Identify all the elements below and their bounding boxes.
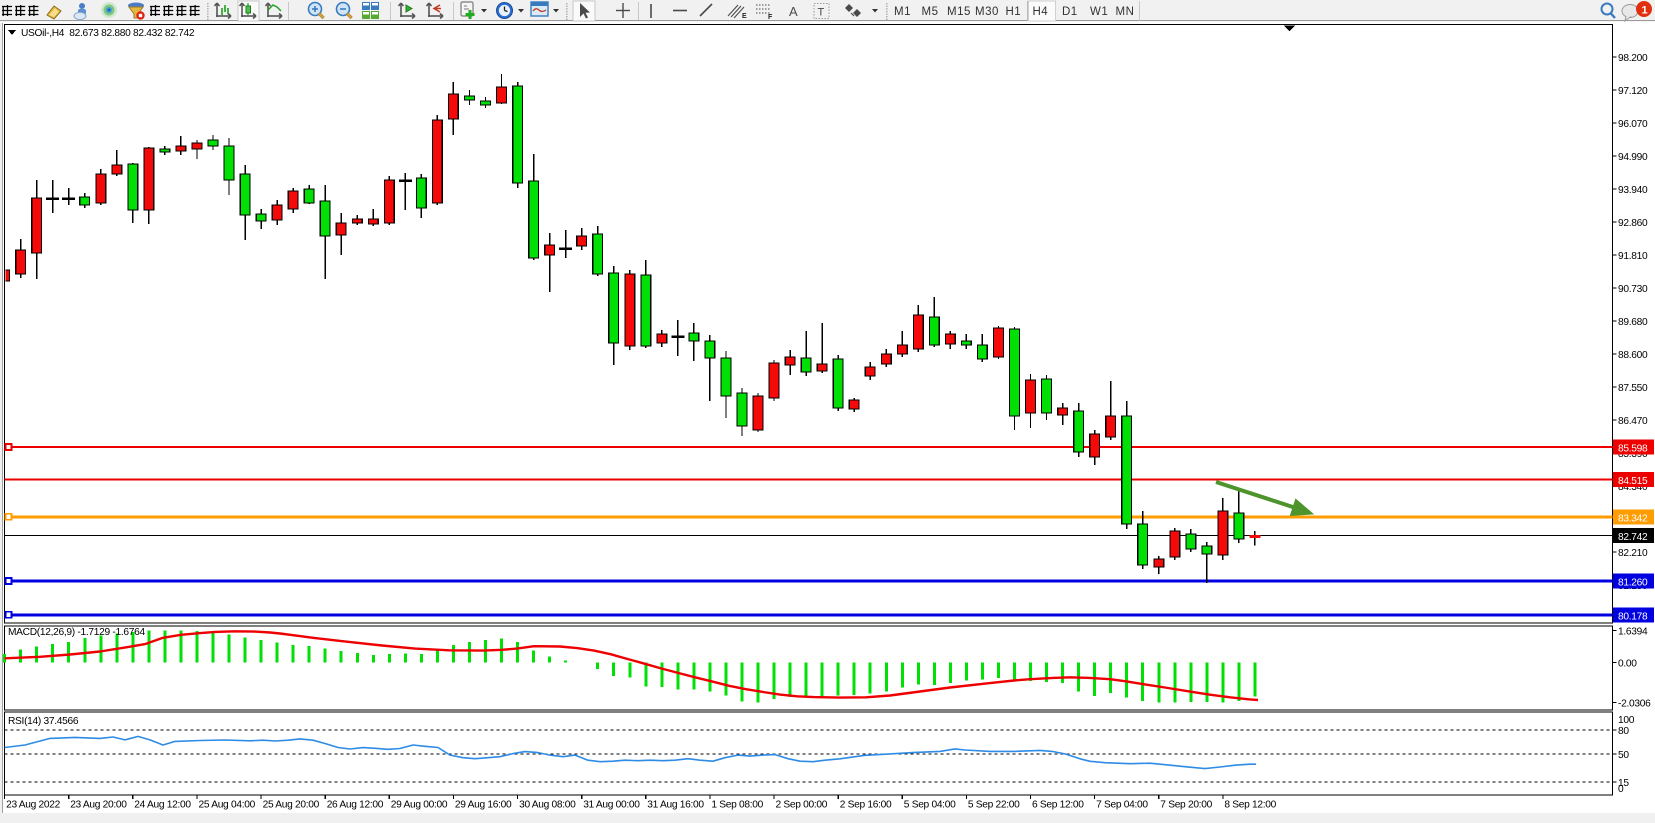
svg-text:0.00: 0.00 [1618,659,1637,670]
svg-text:100: 100 [1618,715,1635,726]
svg-text:80: 80 [1618,726,1629,737]
svg-text:85.598: 85.598 [1618,444,1648,455]
svg-text:MN: MN [1116,6,1135,18]
svg-text:M5: M5 [922,6,939,18]
svg-text:84.515: 84.515 [1618,476,1648,487]
svg-text:24 Aug 12:00: 24 Aug 12:00 [134,800,191,811]
svg-text:5 Sep 04:00: 5 Sep 04:00 [904,800,956,811]
svg-text:83.342: 83.342 [1618,513,1648,524]
svg-text:W1: W1 [1090,6,1108,18]
svg-text:88.600: 88.600 [1618,350,1648,361]
svg-text:98.200: 98.200 [1618,53,1648,64]
svg-text:91.810: 91.810 [1618,251,1648,262]
svg-text:7 Sep 20:00: 7 Sep 20:00 [1160,800,1212,811]
svg-text:90.730: 90.730 [1618,284,1648,295]
svg-text:E: E [742,13,747,20]
svg-text:0: 0 [1618,784,1624,795]
svg-text:23 Aug 2022: 23 Aug 2022 [6,800,61,811]
svg-text:97.120: 97.120 [1618,86,1648,97]
svg-text:94.990: 94.990 [1618,152,1648,163]
svg-text:T: T [818,7,825,19]
svg-text:31 Aug 00:00: 31 Aug 00:00 [583,800,640,811]
svg-text:7 Sep 04:00: 7 Sep 04:00 [1096,800,1148,811]
svg-text:H4: H4 [1033,6,1049,18]
svg-text:25 Aug 20:00: 25 Aug 20:00 [263,800,320,811]
svg-text:USOil-,H4 82.673 82.880 82.43: USOil-,H4 82.673 82.880 82.432 82.742 [21,28,195,39]
svg-text:M15: M15 [947,6,971,18]
svg-text:1 Sep 08:00: 1 Sep 08:00 [711,800,763,811]
svg-text:87.550: 87.550 [1618,383,1648,394]
svg-text:8 Sep 12:00: 8 Sep 12:00 [1224,800,1276,811]
svg-text:23 Aug 20:00: 23 Aug 20:00 [70,800,127,811]
svg-text:31 Aug 16:00: 31 Aug 16:00 [647,800,704,811]
svg-text:2 Sep 16:00: 2 Sep 16:00 [840,800,892,811]
svg-text:M30: M30 [975,6,999,18]
svg-text:A: A [789,4,798,19]
svg-text:25 Aug 04:00: 25 Aug 04:00 [199,800,256,811]
svg-text:82.742: 82.742 [1618,532,1648,543]
svg-text:5 Sep 22:00: 5 Sep 22:00 [968,800,1020,811]
svg-text:86.470: 86.470 [1618,416,1648,427]
svg-text:93.940: 93.940 [1618,185,1648,196]
svg-text:H1: H1 [1006,6,1022,18]
svg-text:6 Sep 12:00: 6 Sep 12:00 [1032,800,1084,811]
svg-text:MACD(12,26,9) -1.7129 -1.6764: MACD(12,26,9) -1.7129 -1.6764 [8,627,145,638]
svg-text:M1: M1 [894,6,911,18]
svg-text:50: 50 [1618,750,1629,761]
svg-text:-2.0306: -2.0306 [1618,699,1651,710]
svg-text:29 Aug 00:00: 29 Aug 00:00 [391,800,448,811]
svg-text:26 Aug 12:00: 26 Aug 12:00 [327,800,384,811]
svg-text:82.210: 82.210 [1618,548,1648,559]
svg-text:RSI(14) 37.4566: RSI(14) 37.4566 [8,716,79,727]
svg-text:15: 15 [1618,778,1629,789]
svg-text:F: F [768,14,773,21]
svg-text:D1: D1 [1062,6,1078,18]
svg-text:92.860: 92.860 [1618,218,1648,229]
svg-text:1: 1 [1642,5,1648,17]
svg-text:89.680: 89.680 [1618,317,1648,328]
svg-text:96.070: 96.070 [1618,119,1648,130]
svg-text:2 Sep 00:00: 2 Sep 00:00 [776,800,828,811]
svg-text:81.260: 81.260 [1618,578,1648,589]
svg-text:84.340: 84.340 [1618,482,1648,493]
svg-text:30 Aug 08:00: 30 Aug 08:00 [519,800,576,811]
svg-text:29 Aug 16:00: 29 Aug 16:00 [455,800,512,811]
svg-text:1.6394: 1.6394 [1618,627,1648,638]
svg-text:80.178: 80.178 [1618,611,1648,622]
